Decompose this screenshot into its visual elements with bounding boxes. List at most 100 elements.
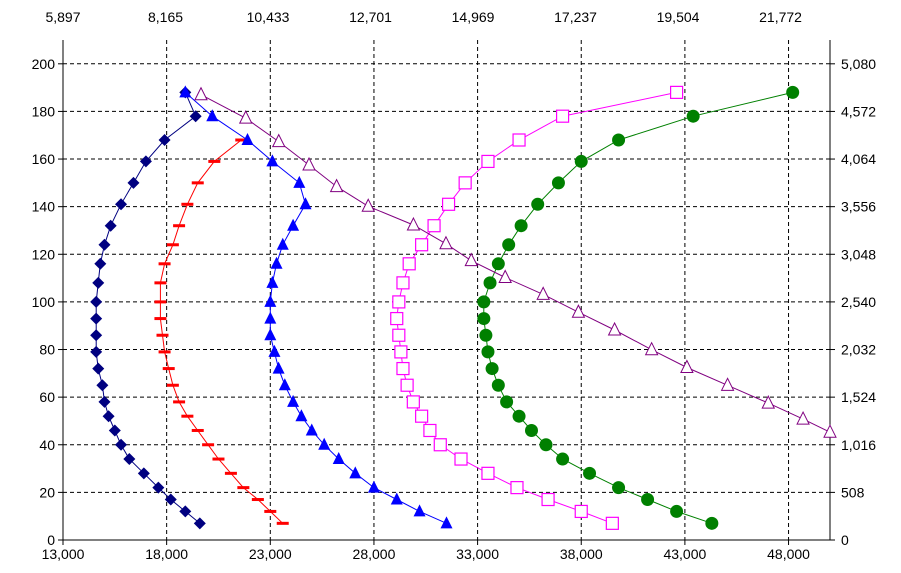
data-point (392, 295, 406, 309)
data-point (396, 361, 410, 376)
data-point (433, 438, 447, 452)
data-point (139, 155, 152, 168)
data-point (276, 521, 289, 525)
data-point (607, 321, 622, 336)
data-point (786, 85, 800, 99)
data-point (98, 395, 111, 408)
data-point (90, 312, 103, 325)
data-point (137, 467, 150, 480)
data-point (154, 281, 167, 285)
data-point (423, 423, 437, 438)
top-tick-label: 12,701 (349, 9, 392, 25)
data-point (349, 466, 362, 479)
data-point (108, 424, 121, 437)
data-point (102, 410, 115, 423)
data-point (500, 395, 514, 409)
data-point (158, 262, 171, 266)
data-point (574, 504, 588, 519)
data-point (154, 300, 167, 304)
data-point (402, 257, 416, 271)
data-point (705, 516, 719, 530)
data-point (179, 85, 192, 98)
top-tick-label: 10,433 (247, 9, 290, 25)
data-point (202, 443, 215, 447)
data-point (238, 110, 253, 124)
data-point (181, 202, 194, 206)
data-point (287, 218, 300, 231)
series-line (396, 91, 677, 524)
left-tick-label: 160 (32, 151, 56, 167)
bottom-tick-label: 43,000 (663, 546, 706, 562)
series-4 (390, 85, 684, 530)
data-point (390, 311, 404, 326)
data-point (270, 256, 283, 269)
bottom-tick-label: 48,000 (767, 546, 810, 562)
right-tick-label: 1,524 (841, 389, 876, 405)
data-point (502, 238, 516, 252)
left-tick-label: 80 (39, 342, 55, 358)
data-point (241, 133, 254, 145)
data-point (761, 395, 776, 409)
data-point (293, 175, 306, 188)
data-point (295, 409, 308, 422)
data-point (796, 410, 810, 425)
data-point (94, 257, 107, 270)
data-point (104, 219, 117, 232)
data-point (264, 328, 277, 341)
data-point (189, 110, 202, 123)
left-tick-label: 140 (32, 199, 56, 215)
right-tick-label: 4,064 (841, 151, 876, 167)
data-point (680, 359, 694, 374)
data-point (302, 156, 316, 171)
data-point (266, 275, 279, 288)
bottom-tick-label: 38,000 (560, 546, 603, 562)
data-point (166, 243, 179, 247)
data-point (179, 505, 192, 518)
data-point (524, 423, 538, 437)
data-point (536, 286, 550, 300)
top-tick-label: 14,969 (452, 9, 495, 25)
data-point (514, 219, 528, 233)
data-point (415, 238, 429, 252)
series-3 (179, 85, 453, 529)
series-line (483, 91, 793, 524)
bottom-tick-label: 13,000 (42, 546, 85, 562)
data-point (413, 504, 426, 517)
grid (63, 40, 830, 540)
data-point (823, 424, 837, 438)
data-point (276, 237, 289, 250)
data-point (583, 466, 597, 480)
right-tick-label: 5,080 (841, 56, 876, 72)
data-point (415, 409, 429, 423)
data-point (612, 481, 626, 495)
data-point (251, 498, 264, 502)
data-point (156, 333, 169, 337)
data-point (556, 452, 570, 466)
data-point (96, 379, 109, 392)
data-point (191, 181, 204, 185)
data-point (571, 304, 586, 318)
series-line (159, 139, 284, 524)
data-point (123, 453, 136, 466)
data-point (90, 329, 103, 342)
left-tick-label: 60 (39, 389, 55, 405)
data-point (641, 493, 655, 507)
data-point (191, 428, 204, 432)
right-tick-label: 0 (841, 532, 849, 548)
data-point (264, 311, 277, 324)
data-point (720, 377, 735, 391)
data-point (92, 362, 105, 375)
data-point (392, 328, 406, 342)
data-point (92, 276, 105, 289)
data-point (551, 176, 565, 190)
data-point (498, 269, 513, 284)
data-point (644, 341, 659, 356)
axes: 13,000 18,000 23,000 28,000 33,000 38,000 43,0… (32, 9, 877, 562)
data-point (305, 423, 318, 436)
data-point (272, 361, 285, 374)
data-point (329, 178, 344, 193)
data-point (541, 492, 555, 507)
data-point (491, 378, 505, 392)
left-tick-label: 200 (32, 56, 56, 72)
data-point (464, 252, 479, 267)
